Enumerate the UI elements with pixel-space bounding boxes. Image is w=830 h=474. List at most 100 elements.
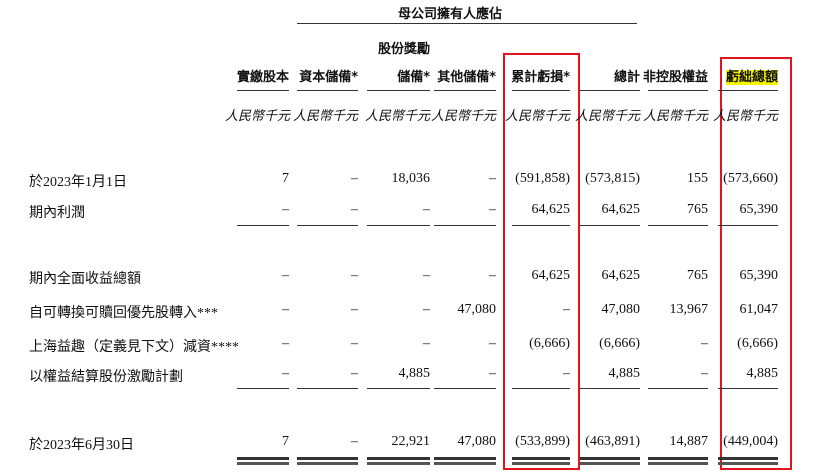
column-header: 儲備* — [397, 70, 430, 85]
table-cell: 18,036 — [391, 171, 431, 186]
table-cell: – — [489, 336, 496, 351]
column-header-text: 虧絀總額 — [725, 70, 778, 85]
column-header: 非控股權益 — [642, 70, 708, 85]
table-cell: – — [423, 336, 430, 351]
header-underline — [237, 90, 289, 91]
group-underline — [297, 23, 637, 24]
subtotal-underline — [434, 388, 496, 389]
total-double-underline — [237, 457, 289, 465]
table-cell: 14,887 — [669, 434, 709, 449]
unit-label: 人民幣千元 — [504, 108, 570, 123]
table-cell: 4,885 — [398, 366, 431, 381]
unit-label: 人民幣千元 — [712, 108, 778, 123]
table-cell: 4,885 — [608, 366, 641, 381]
table-cell: – — [489, 268, 496, 283]
table-cell: – — [563, 302, 570, 317]
unit-label: 人民幣千元 — [574, 108, 640, 123]
subtotal-underline — [580, 388, 640, 389]
unit-label: 人民幣千元 — [225, 108, 291, 123]
column-header: 其他儲備* — [437, 70, 496, 85]
row-label: 自可轉換可贖回優先股轉入*** — [29, 306, 218, 321]
subtotal-underline — [434, 225, 496, 226]
header-underline — [718, 90, 778, 91]
unit-label: 人民幣千元 — [292, 108, 358, 123]
subtotal-underline — [297, 388, 358, 389]
table-cell: – — [351, 268, 358, 283]
total-double-underline — [367, 457, 430, 465]
table-cell: – — [701, 336, 708, 351]
header-underline — [648, 90, 708, 91]
column-header: 總計 — [613, 70, 640, 85]
table-cell: (6,666) — [599, 336, 640, 351]
table-cell: 22,921 — [391, 434, 431, 449]
subtotal-underline — [512, 225, 570, 226]
subtotal-underline — [237, 388, 289, 389]
total-double-underline — [297, 457, 358, 465]
table-cell: – — [423, 202, 430, 217]
table-cell: – — [351, 336, 358, 351]
subtotal-underline — [297, 225, 358, 226]
table-cell: 65,390 — [739, 268, 779, 283]
subtotal-underline — [512, 388, 570, 389]
table-cell: – — [282, 302, 289, 317]
total-double-underline — [718, 457, 778, 465]
table-cell: 47,080 — [457, 302, 497, 317]
subtotal-underline — [648, 388, 708, 389]
table-cell: 64,625 — [601, 202, 641, 217]
table-cell: – — [282, 268, 289, 283]
column-header: 資本儲備* — [299, 70, 358, 85]
table-cell: 4,885 — [746, 366, 779, 381]
header-underline — [434, 90, 496, 91]
table-cell: – — [282, 366, 289, 381]
header-underline — [580, 90, 640, 91]
subtotal-underline — [718, 225, 778, 226]
table-cell: (533,899) — [515, 434, 570, 449]
table-cell: 65,390 — [739, 202, 779, 217]
unit-label: 人民幣千元 — [430, 108, 496, 123]
table-cell: (573,815) — [585, 171, 640, 186]
table-cell: – — [489, 171, 496, 186]
subtotal-underline — [367, 225, 430, 226]
share-award-header-top: 股份獎勵 — [377, 42, 430, 57]
table-cell: (573,660) — [723, 171, 778, 186]
row-label: 上海益趣（定義見下文）減資**** — [29, 340, 239, 355]
total-double-underline — [580, 457, 640, 465]
table-cell: – — [489, 366, 496, 381]
subtotal-underline — [237, 225, 289, 226]
column-header: 實繳股本 — [236, 70, 289, 85]
table-cell: 61,047 — [739, 302, 779, 317]
header-underline — [297, 90, 358, 91]
table-cell: 765 — [687, 202, 708, 217]
subtotal-underline — [580, 225, 640, 226]
row-label: 期內全面收益總額 — [29, 272, 141, 287]
table-cell: – — [701, 366, 708, 381]
column-header: 虧絀總額 — [708, 66, 778, 85]
accumulated-losses-highlight-box — [503, 53, 580, 470]
row-label: 於2023年6月30日 — [29, 438, 134, 453]
table-cell: – — [351, 202, 358, 217]
total-double-underline — [648, 457, 708, 465]
table-cell: – — [423, 302, 430, 317]
table-cell: 765 — [687, 268, 708, 283]
table-cell: 7 — [282, 171, 289, 186]
table-cell: – — [282, 336, 289, 351]
table-cell: 155 — [687, 171, 708, 186]
subtotal-underline — [718, 388, 778, 389]
total-double-underline — [512, 457, 570, 465]
table-cell: (591,858) — [515, 171, 570, 186]
table-cell: 13,967 — [669, 302, 709, 317]
header-underline — [367, 90, 430, 91]
table-cell: 7 — [282, 434, 289, 449]
table-cell: – — [351, 302, 358, 317]
table-cell: – — [282, 202, 289, 217]
table-cell: 64,625 — [531, 268, 571, 283]
total-deficit-highlight-box — [720, 57, 792, 470]
total-double-underline — [434, 457, 496, 465]
table-cell: – — [351, 171, 358, 186]
table-cell: – — [563, 366, 570, 381]
row-label: 期內利潤 — [29, 206, 85, 221]
table-cell: – — [489, 202, 496, 217]
table-cell: (449,004) — [723, 434, 778, 449]
table-cell: (6,666) — [737, 336, 778, 351]
table-cell: 47,080 — [601, 302, 641, 317]
